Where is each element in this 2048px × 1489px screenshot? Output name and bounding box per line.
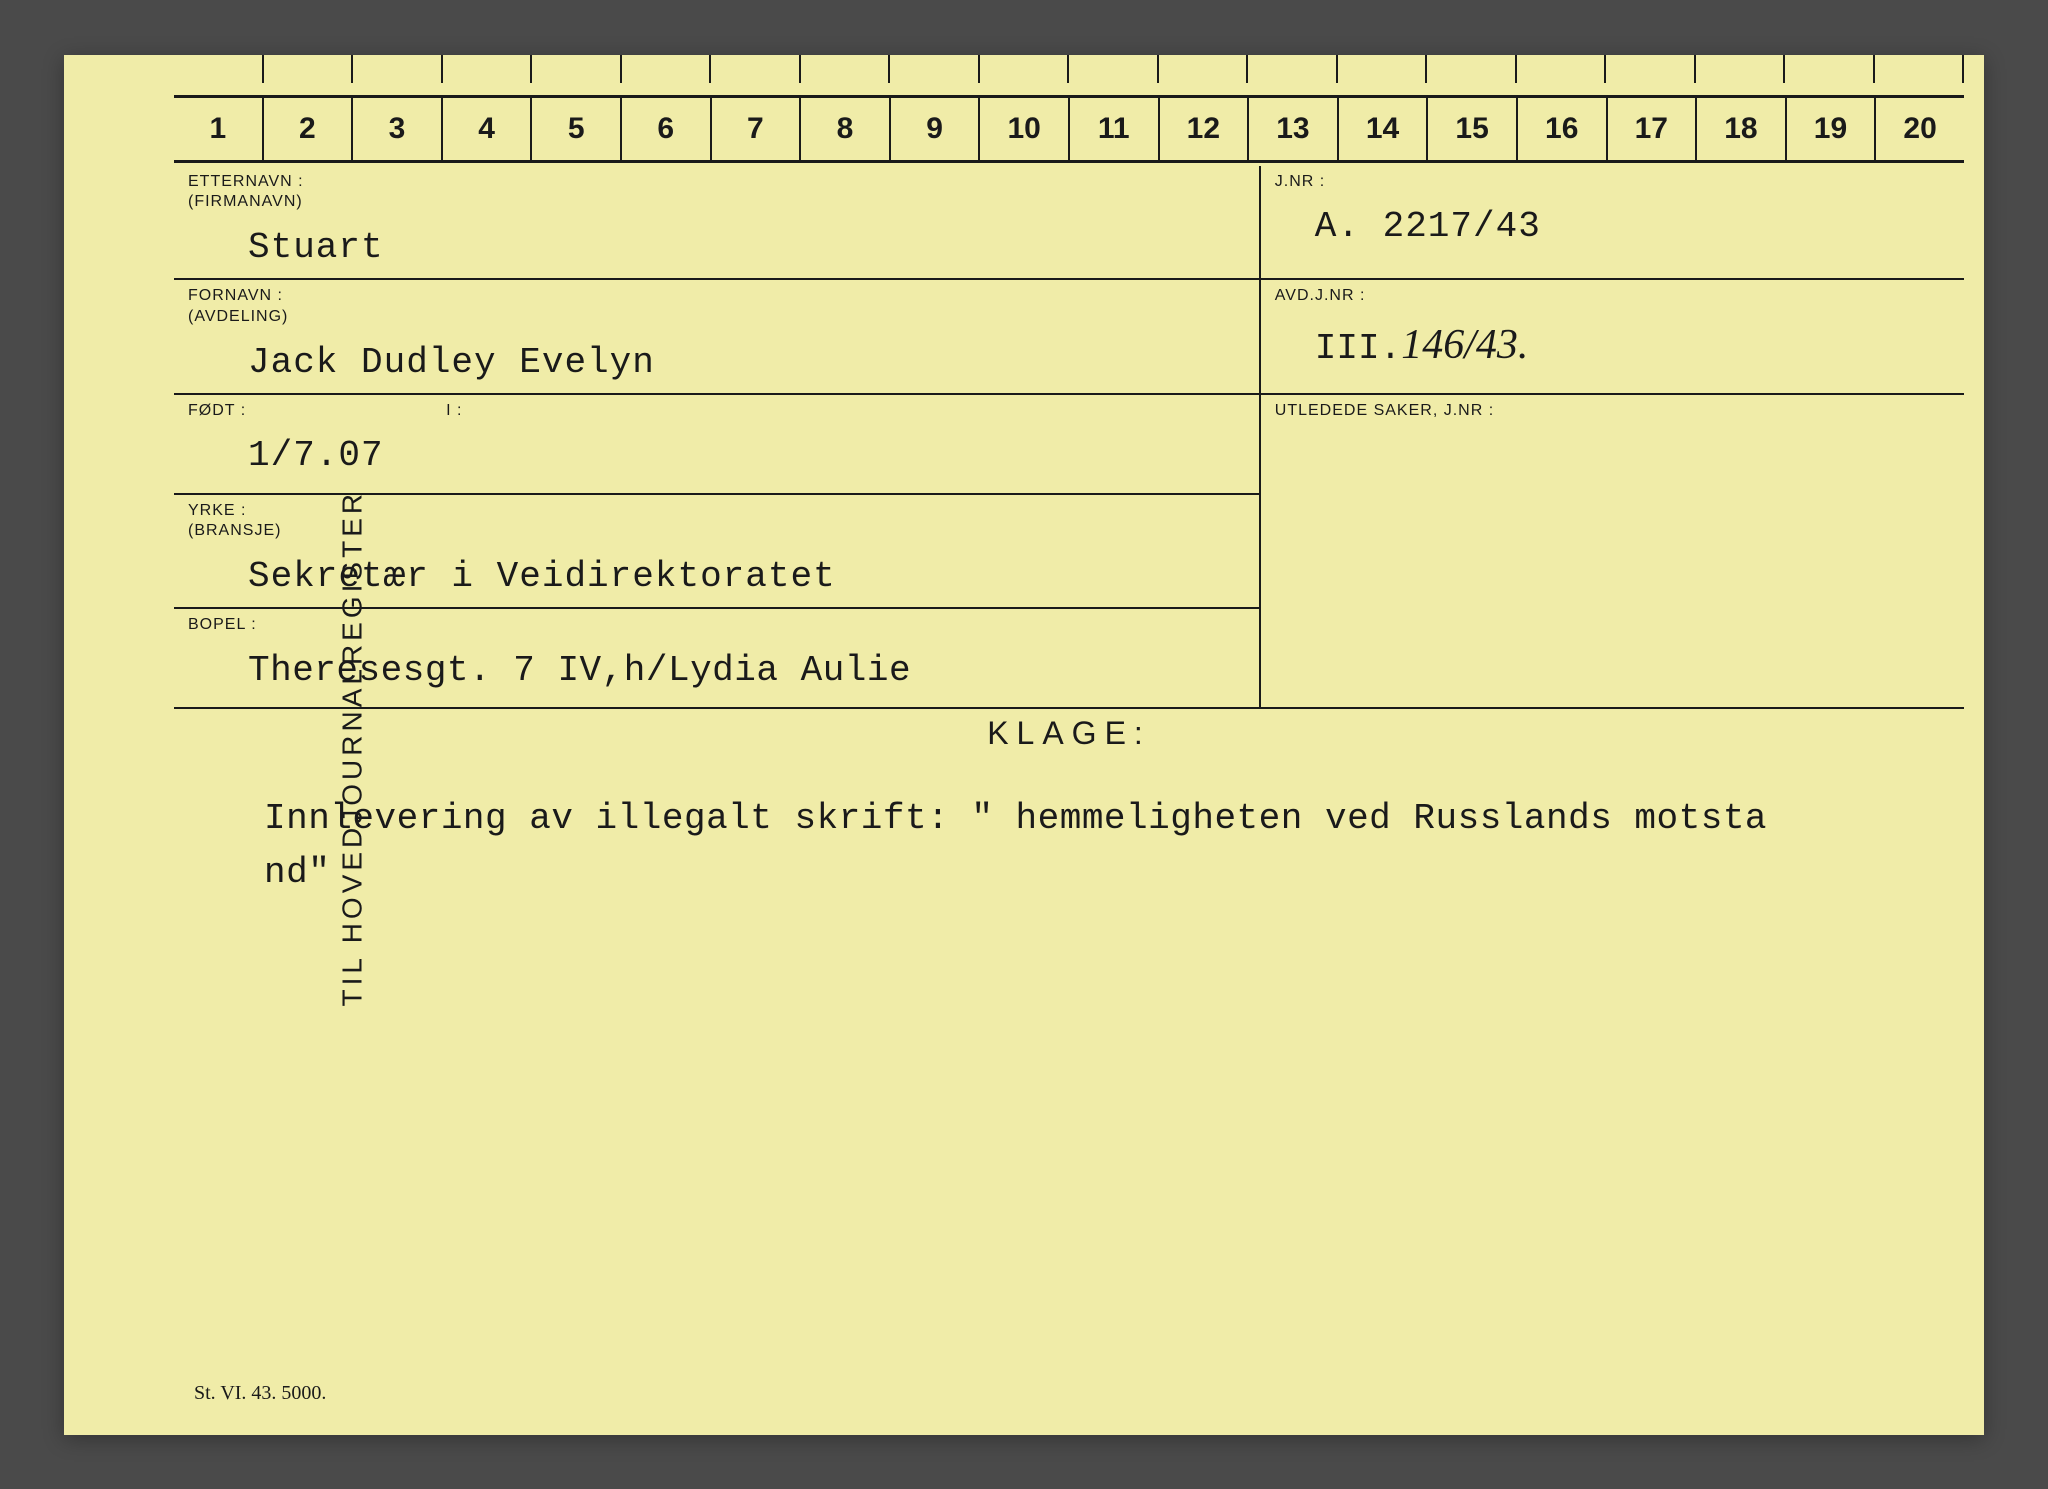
sublabel-avdeling: (AVDELING)	[188, 307, 1245, 328]
ruler-tick	[978, 55, 1068, 83]
ruler-tick	[262, 55, 352, 83]
ruler-number: 15	[1426, 98, 1516, 160]
ruler-tick	[888, 55, 978, 83]
label-bopel: BOPEL :	[188, 615, 1245, 636]
ruler-tick	[530, 55, 620, 83]
ruler-tick	[1783, 55, 1873, 83]
ruler-tick	[351, 55, 441, 83]
value-avdjnr-handwritten: 146/43.	[1401, 322, 1528, 368]
value-fornavn: Jack Dudley Evelyn	[248, 342, 1245, 383]
ruler-tick	[1873, 55, 1963, 83]
ruler-number: 19	[1785, 98, 1875, 160]
ruler-number: 4	[441, 98, 531, 160]
ruler-number: 18	[1695, 98, 1785, 160]
field-avdjnr: AVD.J.NR : III.146/43.	[1261, 280, 1964, 395]
label-jnr: J.NR :	[1275, 172, 1950, 193]
field-jnr: J.NR : A. 2217/43	[1261, 166, 1964, 281]
ruler-number: 2	[262, 98, 352, 160]
ruler-number: 12	[1158, 98, 1248, 160]
value-yrke: Sekretær i Veidirektoratet	[248, 556, 1245, 597]
ruler-number: 14	[1337, 98, 1427, 160]
ruler-tick	[1604, 55, 1694, 83]
ruler-number: 11	[1068, 98, 1158, 160]
ruler-number: 16	[1516, 98, 1606, 160]
ruler-number: 20	[1874, 98, 1964, 160]
sublabel-bransje: (BRANSJE)	[188, 521, 1245, 542]
value-fodt: 1/7.07	[248, 435, 1245, 476]
sublabel-firmanavn: (FIRMANAVN)	[188, 192, 1245, 213]
index-card: TIL HOVEDJOURNALREGISTER 123456789101112…	[64, 55, 1984, 1435]
klage-heading: KLAGE:	[174, 715, 1964, 752]
ruler-tick	[709, 55, 799, 83]
ruler-number: 17	[1606, 98, 1696, 160]
klage-line2: nd"	[264, 846, 1944, 900]
field-utledede: UTLEDEDE SAKER, J.NR :	[1261, 395, 1964, 710]
klage-line1: Innlevering av illegalt skrift: " hemmel…	[264, 792, 1944, 846]
label-fornavn: FORNAVN :	[188, 286, 1245, 307]
value-bopel: Theresesgt. 7 IV,h/Lydia Aulie	[248, 650, 1245, 691]
klage-body: Innlevering av illegalt skrift: " hemmel…	[264, 792, 1944, 900]
ruler-number: 5	[530, 98, 620, 160]
value-etternavn: Stuart	[248, 227, 1245, 268]
ruler-number: 9	[889, 98, 979, 160]
value-avdjnr: III.146/43.	[1315, 321, 1950, 369]
field-etternavn: ETTERNAVN : (FIRMANAVN) Stuart	[174, 166, 1261, 281]
label-utledede: UTLEDEDE SAKER, J.NR :	[1275, 401, 1950, 422]
label-fodt: FØDT :	[188, 401, 246, 422]
label-yrke: YRKE :	[188, 501, 1245, 522]
ruler-tick	[1336, 55, 1426, 83]
ruler-tick	[1246, 55, 1336, 83]
ruler-tick	[1157, 55, 1247, 83]
ruler-tick	[1962, 55, 1964, 83]
ruler-ticks	[174, 55, 1964, 95]
ruler-tick	[799, 55, 889, 83]
ruler-tick	[174, 55, 262, 83]
ruler-tick	[620, 55, 710, 83]
value-jnr: A. 2217/43	[1315, 206, 1950, 247]
ruler-number: 3	[351, 98, 441, 160]
ruler-tick	[1694, 55, 1784, 83]
ruler-number: 13	[1247, 98, 1337, 160]
ruler-tick	[1515, 55, 1605, 83]
label-avdjnr: AVD.J.NR :	[1275, 286, 1950, 307]
field-yrke: YRKE : (BRANSJE) Sekretær i Veidirektora…	[174, 495, 1261, 610]
form-grid: ETTERNAVN : (FIRMANAVN) Stuart J.NR : A.…	[174, 166, 1964, 710]
ruler-number: 1	[174, 98, 262, 160]
ruler-number: 6	[620, 98, 710, 160]
left-stack: FØDT : I : 1/7.07 YRKE : (BRANSJE) Sekre…	[174, 395, 1261, 710]
field-fodt: FØDT : I : 1/7.07	[174, 395, 1261, 495]
label-etternavn: ETTERNAVN :	[188, 172, 1245, 193]
ruler-tick	[1425, 55, 1515, 83]
ruler-number-row: 1234567891011121314151617181920	[174, 95, 1964, 163]
field-fornavn: FORNAVN : (AVDELING) Jack Dudley Evelyn	[174, 280, 1261, 395]
ruler-number: 10	[978, 98, 1068, 160]
label-fodt-i: I :	[446, 401, 462, 422]
klage-section: KLAGE: Innlevering av illegalt skrift: "…	[174, 715, 1964, 900]
ruler-number: 7	[710, 98, 800, 160]
field-bopel: BOPEL : Theresesgt. 7 IV,h/Lydia Aulie	[174, 609, 1261, 709]
ruler-tick	[441, 55, 531, 83]
value-avdjnr-typed: III.	[1315, 328, 1401, 369]
ruler-tick	[1067, 55, 1157, 83]
ruler-number: 8	[799, 98, 889, 160]
footer-print-code: St. VI. 43. 5000.	[194, 1382, 326, 1405]
